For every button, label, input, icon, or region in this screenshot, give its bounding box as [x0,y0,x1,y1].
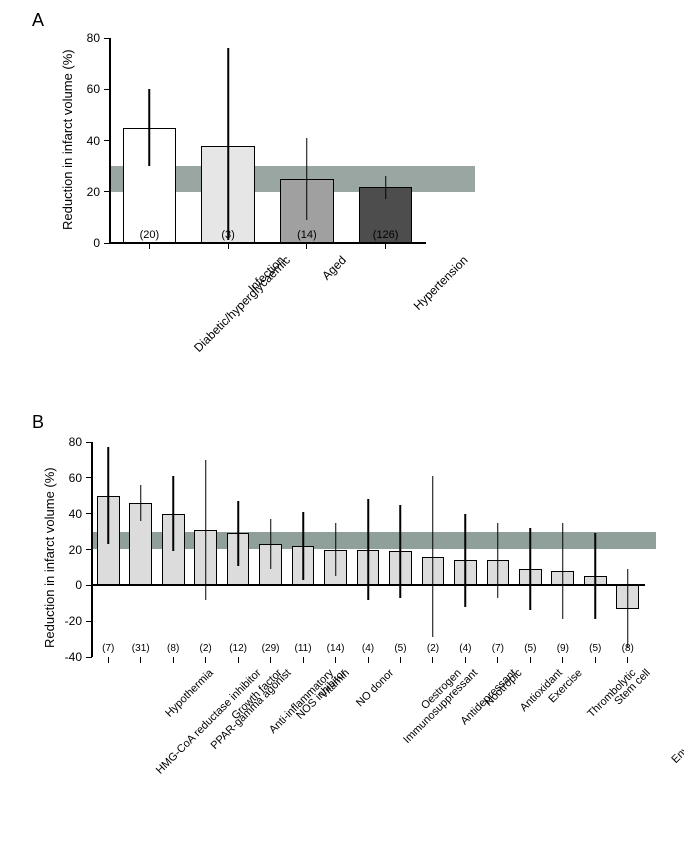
bar-n-label: (4) [362,643,374,654]
error-bar [530,528,532,610]
bar-n-label: (11) [295,643,312,654]
error-bar [400,505,402,598]
bar-n-label: (14) [327,643,345,654]
y-tick [86,513,92,514]
figure-page: A 020406080(20)Diabetic/hyperglycaemic(3… [0,0,684,853]
x-tick [432,657,433,663]
x-tick [335,657,336,663]
error-bar [562,523,564,620]
bar-n-label: (7) [102,643,114,654]
x-tick-label: Environmental enrichment [669,667,684,766]
y-tick [86,585,92,586]
x-tick-label: Hypertension [410,253,470,313]
error-bar [149,89,151,166]
y-tick [86,477,92,478]
error-bar [385,176,387,199]
x-tick [627,657,628,663]
bar-n-label: (8) [167,643,179,654]
y-tick [104,38,110,39]
bar-n-label: (5) [394,643,406,654]
bar-n-label: (2) [427,643,439,654]
error-bar [237,501,239,566]
x-tick [205,657,206,663]
bar-n-label: (4) [459,643,471,654]
x-tick [385,243,386,249]
error-bar [432,476,434,637]
y-tick-label: -40 [42,650,82,664]
error-bar [205,460,207,600]
panel-label-a: A [32,10,44,31]
x-tick [562,657,563,663]
error-bar [367,499,369,599]
error-bar [335,523,337,577]
x-tick-label: Immunosuppressant [401,667,480,746]
panel-label-b: B [32,412,44,433]
bar-n-label: (5) [589,643,601,654]
x-tick [108,657,109,663]
error-bar [595,533,597,619]
bar-n-label: (126) [373,229,399,241]
x-tick [270,657,271,663]
x-tick [140,657,141,663]
error-bar [465,514,467,607]
x-tick [303,657,304,663]
chart-b: -40-20020406080(7)HMG-CoA reductase inhi… [92,442,644,657]
y-tick [86,442,92,443]
error-bar [306,138,308,220]
chart-b-ylabel: Reduction in infarct volume (%) [42,467,57,648]
x-tick [228,243,229,249]
bar-n-label: (9) [557,643,569,654]
y-tick-label: 80 [42,435,82,449]
error-bar [627,569,629,648]
y-tick [104,89,110,90]
chart-a: 020406080(20)Diabetic/hyperglycaemic(3)I… [110,38,425,243]
y-tick [86,657,92,658]
chart-a-ylabel: Reduction in infarct volume (%) [60,49,75,230]
x-tick [497,657,498,663]
error-bar [302,512,304,580]
x-tick [368,657,369,663]
y-tick [86,621,92,622]
x-tick [465,657,466,663]
bar-n-label: (8) [622,643,634,654]
x-tick-label: HMG-CoA reductase inhibitor [154,667,264,777]
bar-n-label: (7) [492,643,504,654]
error-bar [107,447,109,544]
y-tick-label: 80 [60,31,100,45]
x-tick [530,657,531,663]
error-bar [227,48,229,240]
bar-n-label: (31) [132,643,150,654]
bar-n-label: (2) [200,643,212,654]
y-tick [104,191,110,192]
x-tick [173,657,174,663]
bar-n-label: (12) [229,643,247,654]
x-tick-label: NO donor [353,667,395,709]
x-tick-label: Hypothermia [163,667,216,720]
error-bar [497,523,499,598]
error-bar [270,519,272,569]
bar-n-label: (5) [524,643,536,654]
error-bar [140,485,142,521]
bar-n-label: (14) [297,229,317,241]
bar-n-label: (3) [221,229,234,241]
y-tick-label: 0 [60,236,100,250]
bar-n-label: (20) [140,229,160,241]
y-tick [104,243,110,244]
x-tick [595,657,596,663]
x-tick [149,243,150,249]
x-tick [400,657,401,663]
x-tick [238,657,239,663]
x-tick-label: Aged [319,253,349,283]
bar-n-label: (29) [262,643,280,654]
x-tick [306,243,307,249]
error-bar [172,476,174,551]
y-tick [86,549,92,550]
y-tick [104,140,110,141]
